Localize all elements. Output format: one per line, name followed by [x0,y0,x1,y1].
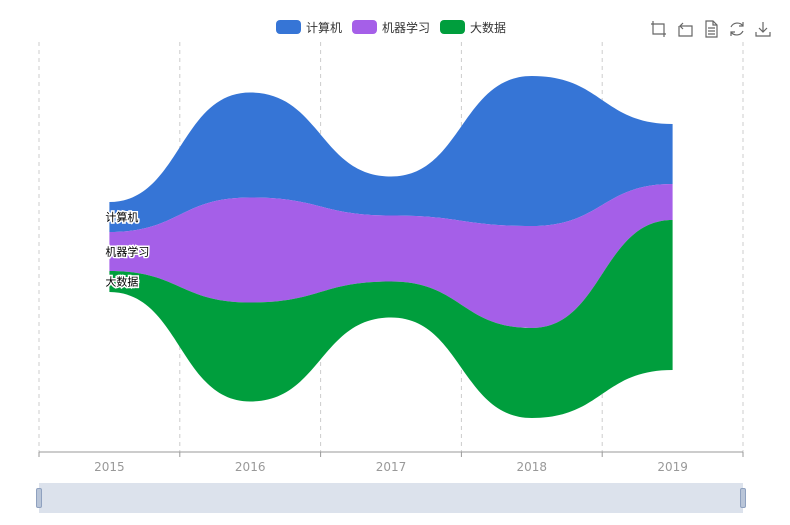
save-image-icon[interactable] [754,20,772,38]
legend-swatch-computer [276,20,301,34]
legend-swatch-machine-learning [352,20,378,34]
stream-band-2[interactable] [109,220,673,418]
zoom-reset-icon[interactable] [676,20,694,38]
zoom-handle-left[interactable] [36,488,42,508]
legend-label-machine-learning: 机器学习 [382,20,431,35]
series-label-1: 机器学习 [105,245,149,259]
data-view-icon[interactable] [702,20,720,38]
x-tick-label: 2015 [94,460,125,474]
legend: 计算机 机器学习 大数据 [276,17,516,37]
legend-item-computer[interactable]: 计算机 [276,19,342,36]
series-label-0: 计算机 [105,210,138,224]
zoom-area-icon[interactable] [650,20,668,38]
x-axis: 2015 2016 2017 2018 2019 [38,451,744,474]
toolbox [650,20,780,38]
legend-item-machine-learning[interactable]: 机器学习 [352,19,430,36]
x-tick-label: 2017 [376,460,407,474]
stream-band-1[interactable] [109,184,673,328]
legend-label-computer: 计算机 [306,20,343,35]
legend-swatch-big-data [440,20,466,34]
stream-layer [109,76,673,418]
data-zoom-slider[interactable] [36,483,746,513]
stream-band-0[interactable] [109,76,673,232]
legend-label-big-data: 大数据 [470,20,507,35]
series-label-2: 大数据 [105,275,138,289]
x-tick-label: 2016 [235,460,266,474]
zoom-handle-right[interactable] [740,488,746,508]
restore-icon[interactable] [728,20,746,38]
x-tick-label: 2018 [517,460,548,474]
x-tick-label: 2019 [657,460,688,474]
legend-item-big-data[interactable]: 大数据 [440,19,506,36]
